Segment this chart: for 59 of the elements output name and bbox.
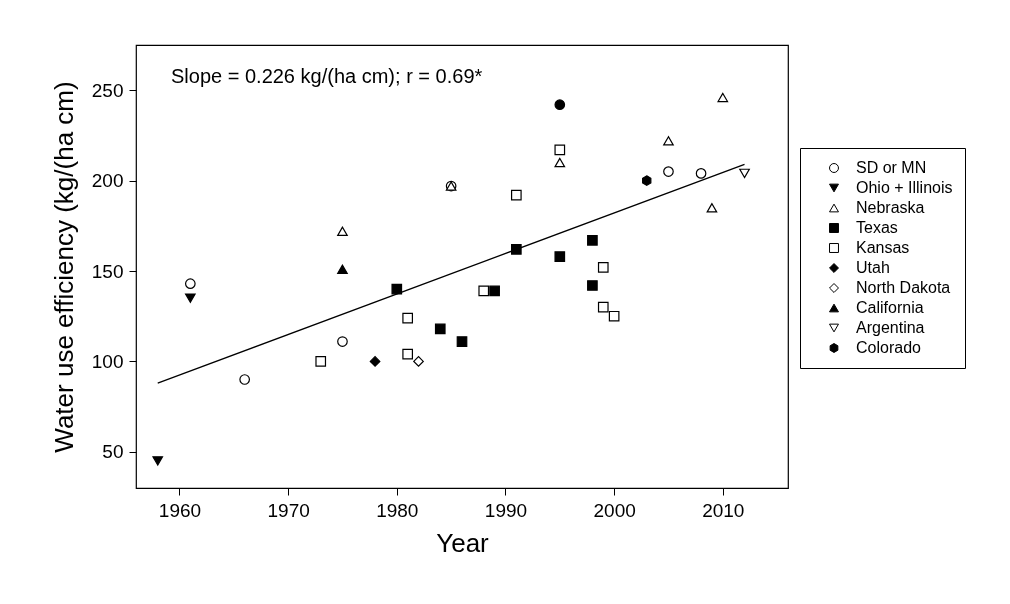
legend-label: SD or MN [856,159,927,176]
x-tick-label: 1960 [158,499,202,521]
annotation: Slope = 0.226 kg/(ha cm); r = 0.69* [171,65,483,87]
legend-label: Argentina [856,319,925,336]
point [587,234,598,246]
point [489,285,500,297]
x-tick-label: 1980 [376,499,419,521]
legend-label: North Dakota [856,279,951,296]
x-axis-title: Year [436,527,490,558]
point [239,374,251,385]
point [184,293,196,303]
point [510,243,522,255]
point [337,226,348,236]
legend-label: Utah [856,259,890,276]
point [717,92,729,103]
point [663,136,674,146]
point [184,278,196,290]
y-tick-label: 50 [102,441,124,463]
legend-label: Kansas [856,239,910,256]
point [391,283,403,295]
point [608,310,620,322]
point [478,285,490,297]
x-tick-label: 2010 [702,499,745,521]
legend-label: Nebraska [856,199,925,216]
point [434,323,446,335]
point [402,348,414,360]
y-tick-label: 100 [91,350,124,372]
point [663,166,674,177]
point [695,168,707,179]
point [413,356,424,367]
legend-label: California [856,299,924,316]
point [337,336,348,347]
x-tick-label: 1970 [267,499,310,521]
point [597,262,609,273]
point [587,280,598,291]
y-axis-title: Water use efficiency (kg/(ha cm) [48,81,79,453]
x-tick-label: 1990 [484,499,528,521]
point [369,356,381,367]
y-tick-label: 250 [91,79,124,101]
point [597,301,609,313]
y-tick-label: 150 [91,260,124,282]
point [456,336,468,347]
y-tick-label: 200 [91,170,124,192]
point [554,144,566,156]
legend-label: Texas [856,219,898,236]
point [315,356,327,367]
point [706,203,718,213]
legend-label: Colorado [856,339,922,356]
point [510,189,522,201]
x-tick-label: 2000 [593,499,636,521]
point [152,456,164,466]
point [554,99,566,110]
point [337,264,348,274]
point [554,251,566,262]
point [554,157,566,168]
legend-label: Ohio + Illinois [856,179,953,196]
point [739,168,750,179]
point [402,312,414,324]
point [642,175,652,186]
